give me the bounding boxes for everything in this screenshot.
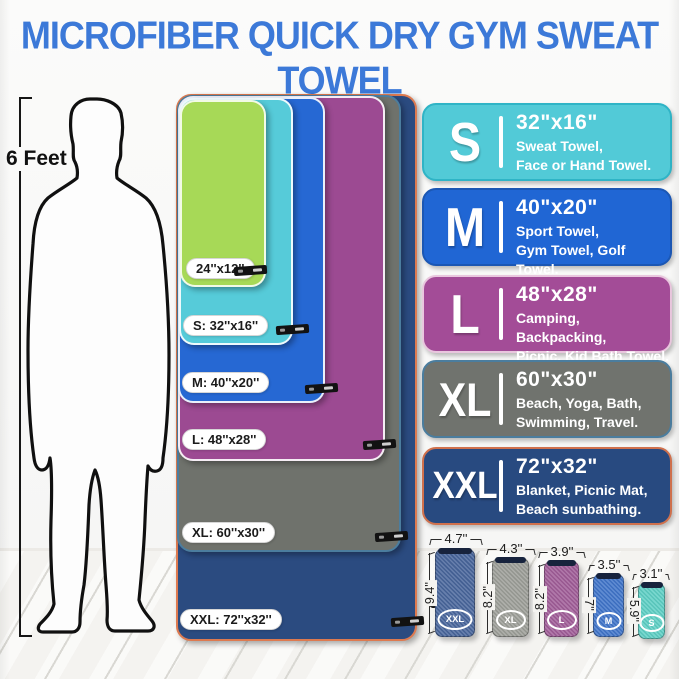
card-divider [499,116,503,168]
size-card-letter: XL [438,372,492,426]
size-card-dimensions: 40"x20" [516,196,598,219]
height-dimension-label-xxl: 9.4'' [423,579,437,607]
height-measure-cap-bottom [19,635,32,637]
width-dimension-m: 3.5'' [588,557,630,572]
height-dimension-label-s: 5.9'' [627,597,641,625]
size-card-dimensions: 32"x16" [516,111,598,134]
folded-size-badge: M [596,612,621,630]
size-card-letter: L [450,283,480,345]
folded-size-badge: L [546,610,577,630]
folded-towel-m: M [593,573,624,637]
stack-label-xxl: XXL: 72''x32'' [180,609,282,630]
edge-shading-right [669,0,679,679]
size-card-dimensions: 60"x30" [516,368,598,391]
folded-towel-xxl: XXL [435,548,475,637]
folded-towel-l: L [544,560,579,637]
size-card-letter: S [448,111,482,173]
height-dimension-label-xl: 8.2'' [481,583,495,611]
stack-label-s: S: 32''x16'' [183,315,269,336]
edge-shading-left [0,0,10,679]
size-card-dimensions: 72"x32" [516,455,598,478]
size-card-m: M 40"x20" Sport Towel, Gym Towel, Golf T… [422,188,672,277]
height-dimension-label-m: 7'' [582,597,596,613]
stack-label-xl: XL: 60''x30'' [182,522,276,543]
stack-towel-xs [180,100,266,287]
card-divider [499,288,503,340]
size-card-letter: M [444,196,486,258]
size-card-l: L 48"x28" Camping, Backpacking, Picnic, … [422,275,672,364]
card-divider [499,373,503,425]
size-card-description: Camping, Backpacking, Picnic, Kid Bath T… [516,310,669,364]
stack-label-m: M: 40''x20'' [182,372,270,393]
size-card-description: Blanket, Picnic Mat, Beach sunbathing. [516,482,648,517]
size-card-xl: XL 60"x30" Beach, Yoga, Bath, Swimming, … [422,360,672,438]
folded-towel-xl: XL [492,557,529,637]
width-dimension-s: 3.1'' [632,566,670,581]
size-card-description: Sweat Towel, Face or Hand Towel. [516,138,652,173]
card-divider [499,460,503,512]
height-dimension-label-l: 8.2'' [533,585,547,613]
height-measure-line [19,97,21,637]
size-card-letter: XXL [432,464,498,507]
card-divider [499,201,503,253]
page-title: MICROFIBER QUICK DRY GYM SWEAT TOWEL [20,12,659,103]
folded-towel-s: S [638,582,665,639]
width-dimension-xxl: 4.7'' [429,531,483,546]
width-dimension-xl: 4.3'' [486,541,536,556]
size-card-description: Beach, Yoga, Bath, Swimming, Travel. [516,395,642,430]
size-card-s: S 32"x16" Sweat Towel, Face or Hand Towe… [422,103,672,181]
height-measure-cap-top [19,97,32,99]
size-card-xxl: XXL 72"x32" Blanket, Picnic Mat, Beach s… [422,447,672,525]
folded-size-badge: S [639,614,664,632]
folded-size-badge: XXL [437,609,473,630]
size-card-description: Sport Towel, Gym Towel, Golf Towel. [516,223,626,277]
folded-size-badge: XL [495,610,526,630]
width-dimension-l: 3.9'' [538,544,586,559]
stack-label-l: L: 48''x28'' [182,429,267,450]
size-card-dimensions: 48"x28" [516,283,598,306]
height-label: 6 Feet [4,147,69,171]
